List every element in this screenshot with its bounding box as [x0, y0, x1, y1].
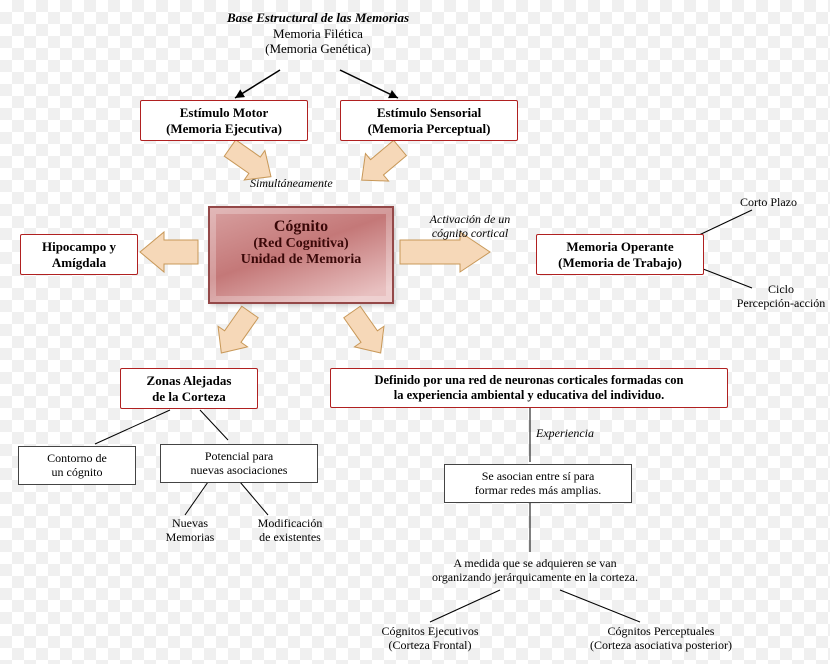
label-nuevas-memorias: Nuevas Memorias [150, 516, 230, 545]
label-activacion: Activación de un cógnito cortical [410, 212, 530, 241]
label-cog-ejec: Cógnitos Ejecutivos (Corteza Frontal) [350, 624, 510, 653]
text-ciclo: Ciclo Percepción-acción [737, 282, 826, 310]
node-asocian: Se asocian entre sí para formar redes má… [444, 464, 632, 503]
label-modificacion: Modificación de existentes [240, 516, 340, 545]
text-definido: Definido por una red de neuronas cortica… [374, 373, 683, 402]
node-zonas-alejadas: Zonas Alejadas de la Corteza [120, 368, 258, 409]
cognito-line3: Unidad de Memoria [210, 252, 392, 268]
node-contorno: Contorno de un cógnito [18, 446, 136, 485]
text-estimulo-motor: Estímulo Motor (Memoria Ejecutiva) [166, 105, 282, 136]
node-memoria-operante: Memoria Operante (Memoria de Trabajo) [536, 234, 704, 275]
text-hipocampo: Hipocampo y Amígdala [42, 239, 116, 270]
title-line2: Memoria Filética [198, 26, 438, 42]
label-experiencia: Experiencia [536, 426, 594, 440]
text-activacion: Activación de un cógnito cortical [430, 212, 511, 240]
text-contorno: Contorno de un cógnito [47, 451, 107, 479]
cognito-line2: (Red Cognitiva) [210, 236, 392, 252]
label-organizando: A medida que se adquieren se van organiz… [420, 556, 650, 585]
text-cog-ejec: Cógnitos Ejecutivos (Corteza Frontal) [382, 624, 479, 652]
node-potencial: Potencial para nuevas asociaciones [160, 444, 318, 483]
text-asocian: Se asocian entre sí para formar redes má… [475, 469, 602, 497]
node-hipocampo: Hipocampo y Amígdala [20, 234, 138, 275]
title-block: Base Estructural de las Memorias Memoria… [198, 10, 438, 57]
text-organizando: A medida que se adquieren se van organiz… [432, 556, 638, 584]
text-memoria-operante: Memoria Operante (Memoria de Trabajo) [558, 239, 682, 270]
text-potencial: Potencial para nuevas asociaciones [191, 449, 288, 477]
node-estimulo-sensorial: Estímulo Sensorial (Memoria Perceptual) [340, 100, 518, 141]
label-cog-perc: Cógnitos Perceptuales (Corteza asociativ… [556, 624, 766, 653]
node-cognito: Cógnito (Red Cognitiva) Unidad de Memori… [208, 206, 394, 304]
text-modif: Modificación de existentes [258, 516, 323, 544]
cognito-line1: Cógnito [210, 218, 392, 236]
title-line1: Base Estructural de las Memorias [198, 10, 438, 26]
label-ciclo: Ciclo Percepción-acción [726, 282, 830, 311]
text-estimulo-sensorial: Estímulo Sensorial (Memoria Perceptual) [368, 105, 491, 136]
node-definido: Definido por una red de neuronas cortica… [330, 368, 728, 408]
text-nuevas: Nuevas Memorias [166, 516, 215, 544]
text-zonas: Zonas Alejadas de la Corteza [147, 373, 232, 404]
node-estimulo-motor: Estímulo Motor (Memoria Ejecutiva) [140, 100, 308, 141]
label-corto-plazo: Corto Plazo [740, 195, 797, 209]
label-simultaneamente: Simultáneamente [250, 176, 333, 190]
title-line3: (Memoria Genética) [198, 41, 438, 57]
text-cog-perc: Cógnitos Perceptuales (Corteza asociativ… [590, 624, 732, 652]
